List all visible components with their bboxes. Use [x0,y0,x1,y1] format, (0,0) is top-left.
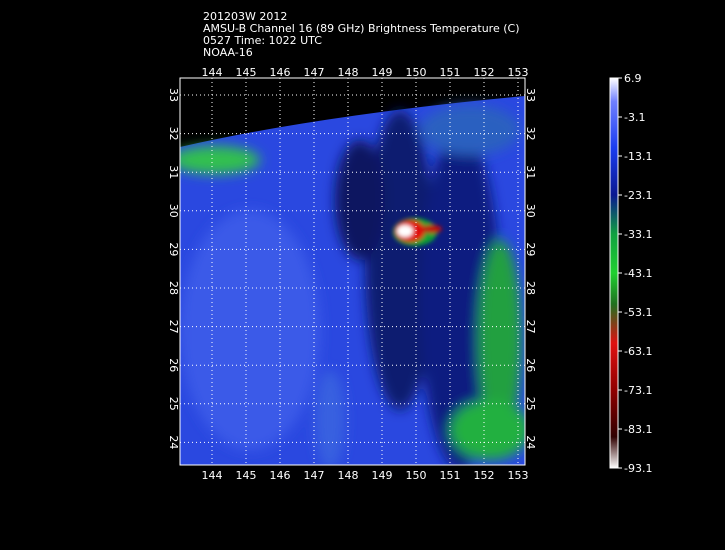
lon-label: 150 [406,66,427,79]
lon-label: 147 [304,66,325,79]
lat-label: 28 [524,281,537,295]
colorbar-label: -73.1 [624,384,652,397]
colorbar [609,77,619,469]
lat-label: 32 [167,127,180,141]
lat-label: 33 [524,88,537,102]
lat-label: 32 [524,127,537,141]
colorbar-label: 6.9 [624,72,642,85]
colorbar-label: -83.1 [624,423,652,436]
lon-label: 150 [406,469,427,482]
lat-label: 24 [167,435,180,449]
lon-label: 148 [338,66,359,79]
lat-label: 26 [524,358,537,372]
lon-label: 145 [236,66,257,79]
lat-label: 30 [524,204,537,218]
lon-label: 152 [474,66,495,79]
lon-label: 151 [440,66,461,79]
lat-label: 26 [167,358,180,372]
lon-label: 146 [270,66,291,79]
colorbar-label: -63.1 [624,345,652,358]
lon-label: 147 [304,469,325,482]
colorbar-label: -13.1 [624,150,652,163]
lat-label: 24 [524,435,537,449]
grid: 144 144 145 145 146 146 147 147 148 148 149 149 150 1… [167,66,537,482]
lon-label: 149 [372,66,393,79]
lon-label: 148 [338,469,359,482]
lat-label: 33 [167,88,180,102]
lon-label: 144 [202,469,223,482]
lat-label: 28 [167,281,180,295]
lat-label: 27 [167,320,180,334]
lon-label: 146 [270,469,291,482]
colorbar-label: -3.1 [624,111,645,124]
map-image [180,78,525,465]
lat-label: 31 [167,165,180,179]
header-line: AMSU-B Channel 16 (89 GHz) Brightness Te… [203,22,520,35]
map-frame [179,77,526,466]
colorbar-label: -93.1 [624,462,652,475]
lat-label: 30 [167,204,180,218]
colorbar-label: -33.1 [624,228,652,241]
lon-label: 153 [508,66,529,79]
lon-label: 145 [236,469,257,482]
colorbar-label: -43.1 [624,267,652,280]
header-line: NOAA-16 [203,46,253,59]
lat-label: 25 [524,397,537,411]
colorbar-label: -23.1 [624,189,652,202]
colorbar-label: -53.1 [624,306,652,319]
lon-label: 151 [440,469,461,482]
lat-label: 27 [524,320,537,334]
lat-label: 29 [167,242,180,256]
lat-label: 31 [524,165,537,179]
lon-label: 153 [508,469,529,482]
header-line: 201203W 2012 [203,10,287,23]
lat-label: 29 [524,242,537,256]
lon-label: 152 [474,469,495,482]
lat-label: 25 [167,397,180,411]
lon-label: 149 [372,469,393,482]
colorbar-ticks: 6.9 -3.1 -13.1 -23.1 -33.1 -43.1 -53.1 -63.1 -73… [618,72,652,475]
header-line: 0527 Time: 1022 UTC [203,34,322,47]
lon-label: 144 [202,66,223,79]
